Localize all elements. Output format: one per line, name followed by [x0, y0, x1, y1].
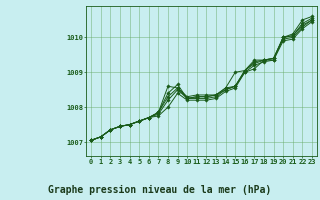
Text: Graphe pression niveau de la mer (hPa): Graphe pression niveau de la mer (hPa) — [48, 185, 272, 195]
